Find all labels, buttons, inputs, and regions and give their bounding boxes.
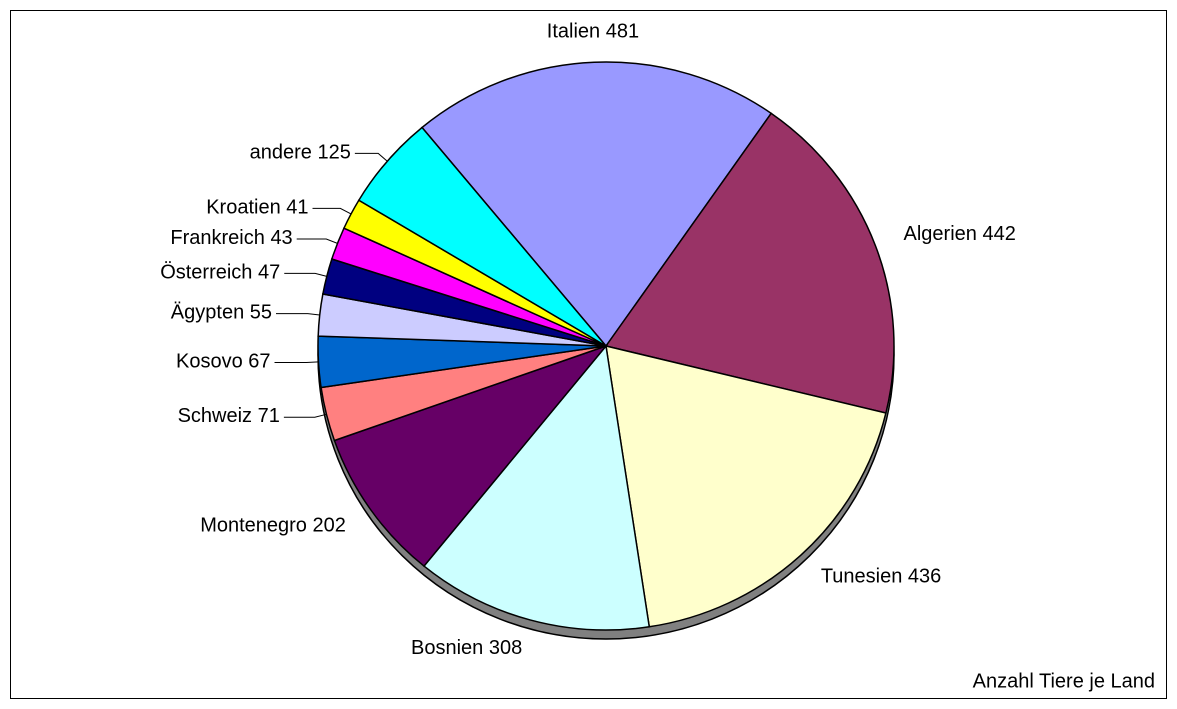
leader-line xyxy=(284,272,327,277)
data-label: Algerien 442 xyxy=(904,223,1016,245)
label-category: Tunesien xyxy=(821,566,903,588)
label-category: Kosovo xyxy=(176,351,243,373)
data-label: Ägypten 55 xyxy=(171,302,272,324)
label-value: 125 xyxy=(317,142,350,164)
data-label: andere 125 xyxy=(250,142,351,164)
label-category: Algerien xyxy=(904,223,977,245)
leader-line xyxy=(274,361,319,364)
leader-line xyxy=(283,413,327,418)
label-category: Schweiz xyxy=(178,405,252,427)
pie-slice xyxy=(604,112,895,414)
pie-slice xyxy=(605,345,887,628)
label-value: 43 xyxy=(270,227,292,249)
label-value: 436 xyxy=(908,566,941,588)
label-category: Montenegro xyxy=(200,515,307,537)
data-label: Kroatien 41 xyxy=(206,197,308,219)
label-category: Frankreich xyxy=(170,227,264,249)
data-label: Schweiz 71 xyxy=(178,405,280,427)
label-value: 481 xyxy=(606,21,639,43)
label-value: 67 xyxy=(248,351,270,373)
label-category: Italien xyxy=(547,21,600,43)
label-value: 71 xyxy=(258,405,280,427)
label-category: andere xyxy=(250,142,312,164)
data-label: Italien 481 xyxy=(547,21,639,43)
label-value: 442 xyxy=(982,223,1015,245)
label-value: 55 xyxy=(250,302,272,324)
data-label: Kosovo 67 xyxy=(176,351,271,373)
label-category: Bosnien xyxy=(411,637,483,659)
pie-slice xyxy=(333,344,609,568)
leader-line xyxy=(296,238,338,244)
leader-line xyxy=(354,152,388,162)
data-label: Bosnien 308 xyxy=(411,637,522,659)
leader-line xyxy=(276,313,320,316)
label-value: 308 xyxy=(489,637,522,659)
label-value: 41 xyxy=(286,197,308,219)
data-label: Montenegro 202 xyxy=(200,515,346,537)
data-label: Frankreich 43 xyxy=(170,227,292,249)
pie-slice xyxy=(357,126,607,347)
leader-line xyxy=(312,207,352,215)
label-value: 202 xyxy=(313,515,346,537)
label-value: 47 xyxy=(258,262,280,284)
label-category: Kroatien xyxy=(206,197,281,219)
data-label: Österreich 47 xyxy=(160,262,280,284)
label-category: Ägypten xyxy=(171,302,244,324)
pie-slice xyxy=(422,344,651,631)
pie-slice xyxy=(420,61,773,348)
data-label: Tunesien 436 xyxy=(821,566,941,588)
label-category: Österreich xyxy=(160,262,252,284)
caption: Anzahl Tiere je Land xyxy=(973,670,1155,692)
